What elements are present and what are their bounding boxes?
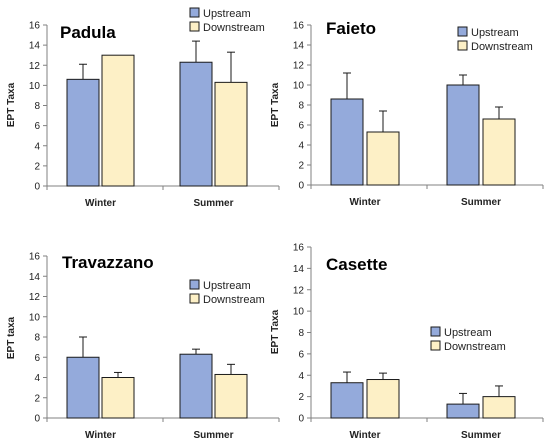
bar-upstream-summer bbox=[179, 353, 213, 419]
legend-label-upstream: Upstream bbox=[444, 327, 492, 339]
legend-label-upstream: Upstream bbox=[471, 27, 519, 39]
x-category-label: Winter bbox=[85, 198, 116, 209]
y-tick-label: 0 bbox=[34, 414, 40, 425]
y-tick-label: 16 bbox=[293, 21, 305, 32]
y-tick-label: 8 bbox=[34, 333, 40, 344]
bar-upstream-winter bbox=[330, 98, 364, 186]
y-tick-label: 4 bbox=[34, 373, 40, 384]
legend: Upstream Downstream bbox=[430, 326, 506, 353]
legend-label-downstream: Downstream bbox=[203, 294, 265, 306]
legend-swatch-downstream bbox=[430, 340, 441, 351]
y-tick-label: 2 bbox=[298, 392, 304, 403]
bar-downstream-summer bbox=[482, 118, 516, 186]
chart-title: Casette bbox=[326, 255, 387, 274]
y-tick-label: 6 bbox=[34, 121, 40, 132]
legend-label-upstream: Upstream bbox=[203, 8, 251, 20]
y-tick-label: 6 bbox=[34, 353, 40, 364]
legend-swatch-downstream bbox=[189, 293, 200, 304]
y-tick-label: 0 bbox=[298, 181, 304, 192]
y-tick-label: 2 bbox=[34, 393, 40, 404]
legend-label-downstream: Downstream bbox=[471, 41, 533, 53]
bar-downstream-winter bbox=[366, 131, 400, 186]
x-category-label: Summer bbox=[461, 197, 501, 208]
legend-label-upstream: Upstream bbox=[203, 280, 251, 292]
bar-downstream-winter bbox=[101, 54, 135, 187]
y-tick-label: 4 bbox=[34, 141, 40, 152]
x-category-label: Winter bbox=[349, 430, 380, 441]
x-category-label: Summer bbox=[461, 430, 501, 441]
y-tick-label: 0 bbox=[34, 182, 40, 193]
bar-upstream-winter bbox=[330, 382, 364, 419]
y-axis-label: EPT Taxa bbox=[6, 82, 17, 127]
bar-downstream-summer bbox=[482, 396, 516, 419]
chart-panel-3: 0 2 4 6 8 10 12 14 16 Winter Summer EPT taxa Travazz… bbox=[6, 252, 280, 441]
x-category-label: Summer bbox=[193, 430, 233, 441]
y-tick-label: 12 bbox=[29, 292, 41, 303]
y-tick-label: 10 bbox=[293, 81, 305, 92]
y-tick-label: 10 bbox=[29, 312, 41, 323]
chart-panel-4: 0 2 4 6 8 10 12 14 16 Winter Summer EPT Taxa Casette… bbox=[270, 243, 544, 441]
y-tick-label: 6 bbox=[298, 121, 304, 132]
chart-title: Faieto bbox=[326, 19, 376, 38]
y-tick-label: 16 bbox=[293, 243, 305, 254]
y-tick-label: 16 bbox=[29, 21, 41, 32]
y-tick-label: 12 bbox=[29, 61, 41, 72]
bar-upstream-summer bbox=[179, 61, 213, 187]
y-axis-label: EPT taxa bbox=[6, 316, 17, 359]
y-tick-label: 0 bbox=[298, 414, 304, 425]
y-tick-label: 10 bbox=[29, 81, 41, 92]
legend-swatch-upstream bbox=[457, 26, 468, 37]
legend: Upstream Downstream bbox=[457, 26, 533, 53]
y-tick-label: 8 bbox=[34, 101, 40, 112]
bar-upstream-winter bbox=[66, 356, 100, 419]
bar-downstream-winter bbox=[366, 379, 400, 419]
x-category-label: Winter bbox=[85, 430, 116, 441]
bar-upstream-summer bbox=[446, 403, 480, 419]
y-tick-label: 6 bbox=[298, 349, 304, 360]
y-axis-label: EPT Taxa bbox=[270, 309, 281, 354]
legend-swatch-upstream bbox=[430, 326, 441, 337]
y-tick-label: 14 bbox=[293, 41, 305, 52]
y-tick-label: 8 bbox=[298, 101, 304, 112]
y-tick-label: 16 bbox=[29, 252, 41, 263]
y-tick-label: 12 bbox=[293, 285, 305, 296]
y-tick-label: 14 bbox=[29, 41, 41, 52]
y-tick-label: 8 bbox=[298, 328, 304, 339]
legend-label-downstream: Downstream bbox=[203, 22, 265, 34]
legend-swatch-upstream bbox=[189, 7, 200, 18]
bar-downstream-summer bbox=[214, 373, 248, 419]
legend-swatch-upstream bbox=[189, 279, 200, 290]
legend-swatch-downstream bbox=[189, 21, 200, 32]
chart-title: Padula bbox=[60, 23, 116, 42]
y-tick-label: 4 bbox=[298, 371, 304, 382]
y-tick-label: 2 bbox=[34, 161, 40, 172]
x-category-label: Summer bbox=[193, 198, 233, 209]
chart-panel-2: 0 2 4 6 8 10 12 14 16 Winter Summer EPT Taxa Faieto U… bbox=[270, 19, 544, 208]
y-tick-label: 14 bbox=[29, 272, 41, 283]
legend: Upstream Downstream bbox=[189, 279, 265, 306]
bar-downstream-summer bbox=[214, 81, 248, 187]
legend: Upstream Downstream bbox=[189, 7, 265, 34]
y-tick-label: 12 bbox=[293, 61, 305, 72]
bar-downstream-winter bbox=[101, 377, 135, 419]
bar-upstream-winter bbox=[66, 78, 100, 187]
chart-panel-1: 0 2 4 6 8 10 12 14 16 Winter Summer EPT Taxa Padula U… bbox=[6, 7, 280, 209]
y-tick-label: 4 bbox=[298, 141, 304, 152]
y-tick-label: 10 bbox=[293, 307, 305, 318]
y-axis-label: EPT Taxa bbox=[270, 82, 281, 127]
x-category-label: Winter bbox=[349, 197, 380, 208]
bar-upstream-summer bbox=[446, 84, 480, 186]
y-tick-label: 2 bbox=[298, 161, 304, 172]
chart-title: Travazzano bbox=[62, 253, 154, 272]
legend-swatch-downstream bbox=[457, 40, 468, 51]
y-tick-label: 14 bbox=[293, 264, 305, 275]
legend-label-downstream: Downstream bbox=[444, 341, 506, 353]
